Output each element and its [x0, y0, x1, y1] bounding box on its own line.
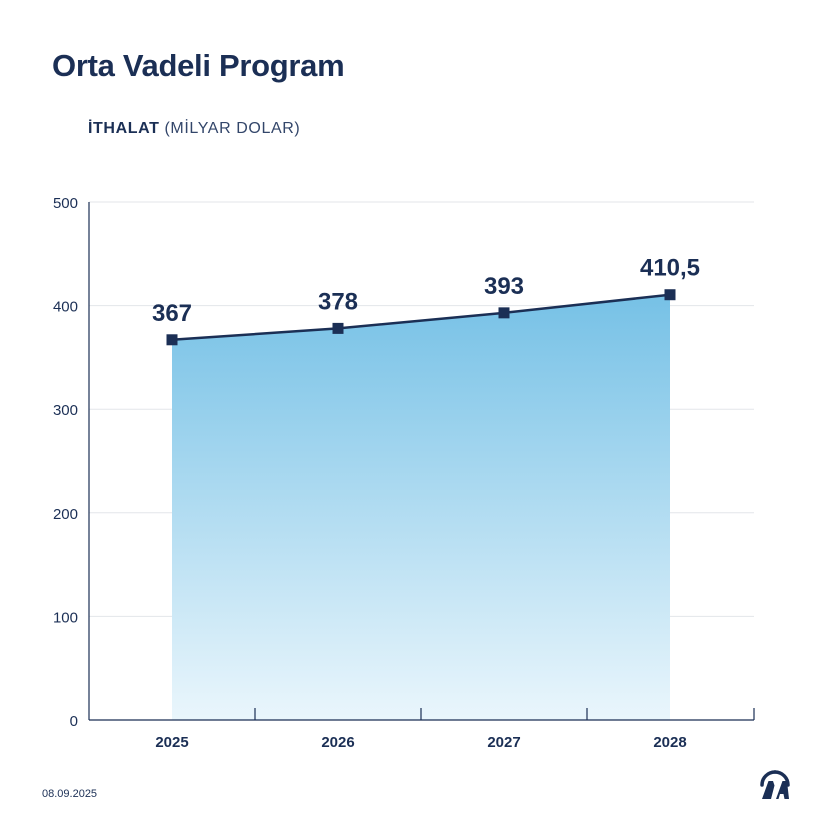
x-tick-label-2027: 2027 — [487, 734, 520, 751]
subtitle-metric: İTHALAT — [88, 120, 160, 137]
chart-title: Orta Vadeli Program — [52, 48, 345, 83]
x-tick-label-2025: 2025 — [155, 734, 188, 751]
data-point-2025 — [166, 334, 178, 346]
y-tick-label-100: 100 — [53, 609, 78, 626]
area-fill — [172, 294, 670, 720]
data-label-2028: 410,5 — [640, 255, 700, 282]
data-label-2027: 393 — [484, 273, 524, 300]
data-point-2027 — [498, 307, 510, 319]
x-tick-label-2026: 2026 — [321, 734, 354, 751]
publish-date: 08.09.2025 — [42, 788, 98, 800]
x-tick-label-2028: 2028 — [653, 734, 686, 751]
data-label-2025: 367 — [152, 300, 192, 327]
chart-subtitle: İTHALAT (MİLYAR DOLAR) — [88, 120, 300, 138]
aa-logo — [760, 770, 790, 799]
y-tick-label-300: 300 — [53, 402, 78, 419]
y-tick-label-400: 400 — [53, 299, 78, 316]
y-tick-label-500: 500 — [53, 195, 78, 212]
subtitle-unit: (MİLYAR DOLAR) — [164, 120, 301, 137]
data-label-2026: 378 — [318, 288, 358, 315]
y-tick-label-200: 200 — [53, 506, 78, 523]
data-point-2026 — [332, 322, 344, 334]
series-line — [171, 293, 671, 342]
y-tick-label-0: 0 — [70, 713, 78, 730]
data-point-2028 — [664, 289, 676, 301]
